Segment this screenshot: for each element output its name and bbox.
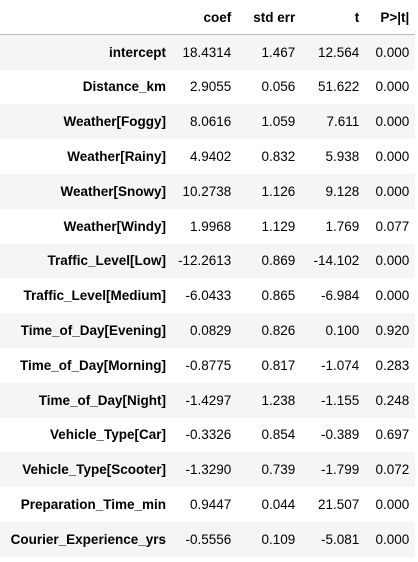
header-row: coef std err t P>|t|	[0, 0, 416, 36]
coef-cell: -1.3290	[185, 462, 232, 478]
header-t: t	[301, 0, 366, 36]
p-value-cell: 0.248	[375, 392, 410, 408]
table-row: Vehicle_Type[Scooter] -1.3290 0.739 -1.7…	[0, 452, 416, 488]
coef-cell: 18.4314	[182, 44, 232, 60]
t-cell: -6.984	[321, 288, 360, 304]
table-header: coef std err t P>|t|	[0, 0, 416, 36]
row-label: Traffic_Level[Medium]	[23, 288, 166, 304]
table-row: intercept 18.4314 1.467 12.564 0.000	[0, 34, 416, 70]
coef-cell: -1.4297	[185, 392, 232, 408]
coef-cell: 0.0829	[190, 323, 232, 339]
table-row: Time_of_Day[Evening] 0.0829 0.826 0.100 …	[0, 313, 416, 348]
t-cell: 0.100	[325, 323, 360, 339]
p-value-cell: 0.072	[375, 462, 410, 478]
p-value-cell: 0.000	[375, 79, 410, 95]
row-label: Preparation_Time_min	[20, 497, 166, 513]
t-cell: -0.389	[321, 427, 360, 443]
p-value-cell: 0.000	[375, 531, 410, 547]
header-blank	[0, 0, 172, 36]
table-row: Preparation_Time_min 0.9447 0.044 21.507…	[0, 487, 416, 522]
coef-cell: -0.8775	[185, 357, 232, 373]
row-label: Weather[Snowy]	[60, 183, 166, 199]
std-err-cell: 0.739	[261, 462, 296, 478]
header-coef: coef	[172, 0, 238, 36]
t-cell: 51.622	[318, 79, 360, 95]
coef-cell: -0.3326	[185, 427, 232, 443]
t-cell: -1.799	[321, 462, 360, 478]
std-err-cell: 0.832	[261, 149, 296, 165]
coef-cell: 4.9402	[190, 149, 232, 165]
table-row: Traffic_Level[Low] -12.2613 0.869 -14.10…	[0, 243, 416, 279]
table-row: Distance_km 2.9055 0.056 51.622 0.000	[0, 69, 416, 105]
row-label: Vehicle_Type[Car]	[49, 427, 166, 443]
p-value-cell: 0.000	[375, 44, 410, 60]
std-err-cell: 0.056	[261, 79, 296, 95]
std-err-cell: 0.869	[261, 253, 296, 269]
t-cell: 7.611	[326, 114, 360, 130]
row-label: Time_of_Day[Night]	[38, 392, 166, 408]
p-value-cell: 0.000	[375, 288, 410, 304]
p-value-cell: 0.077	[375, 218, 410, 234]
coef-cell: -0.5556	[185, 531, 232, 547]
coef-cell: 0.9447	[190, 497, 232, 513]
std-err-cell: 1.129	[261, 218, 296, 234]
row-label: Distance_km	[82, 79, 166, 95]
p-value-cell: 0.000	[375, 183, 410, 199]
coef-cell: -6.0433	[185, 288, 232, 304]
row-label: intercept	[108, 44, 166, 60]
table-row: Vehicle_Type[Car] -0.3326 0.854 -0.389 0…	[0, 417, 416, 453]
std-err-cell: 0.826	[261, 323, 296, 339]
std-err-cell: 0.865	[261, 288, 296, 304]
table-row: Weather[Windy] 1.9968 1.129 1.769 0.077	[0, 208, 416, 244]
p-value-cell: 0.697	[375, 427, 410, 443]
header-std-err: std err	[237, 0, 302, 36]
p-value-cell: 0.000	[375, 497, 410, 513]
t-cell: -14.102	[313, 253, 360, 269]
std-err-cell: 1.059	[261, 114, 296, 130]
table-row: Weather[Snowy] 10.2738 1.126 9.128 0.000	[0, 173, 416, 209]
t-cell: -5.081	[321, 531, 360, 547]
p-value-cell: 0.283	[375, 357, 410, 373]
t-cell: 1.769	[325, 218, 360, 234]
p-value-cell: 0.000	[375, 253, 410, 269]
row-label: Weather[Rainy]	[67, 149, 166, 165]
coef-cell: -12.2613	[178, 253, 232, 269]
t-cell: 12.564	[318, 44, 360, 60]
table-row: Weather[Foggy] 8.0616 1.059 7.611 0.000	[0, 104, 416, 140]
t-cell: 5.938	[325, 149, 360, 165]
p-value-cell: 0.920	[375, 323, 410, 339]
std-err-cell: 0.817	[261, 357, 296, 373]
header-p-value: P>|t|	[365, 0, 416, 36]
std-err-cell: 0.044	[261, 497, 296, 513]
std-err-cell: 0.854	[261, 427, 296, 443]
table-row: Time_of_Day[Morning] -0.8775 0.817 -1.07…	[0, 347, 416, 383]
row-label: Time_of_Day[Evening]	[20, 323, 166, 339]
t-cell: -1.155	[321, 392, 360, 408]
p-value-cell: 0.000	[375, 114, 410, 130]
table-row: Traffic_Level[Medium] -6.0433 0.865 -6.9…	[0, 278, 416, 314]
row-label: Weather[Foggy]	[63, 114, 166, 130]
std-err-cell: 1.467	[261, 44, 296, 60]
std-err-cell: 1.238	[261, 392, 296, 408]
p-value-cell: 0.000	[375, 149, 410, 165]
coef-cell: 2.9055	[190, 79, 232, 95]
std-err-cell: 0.109	[261, 531, 296, 547]
row-label: Traffic_Level[Low]	[47, 253, 166, 269]
row-label: Weather[Windy]	[63, 218, 166, 234]
std-err-cell: 1.126	[261, 183, 296, 199]
table-row: Courier_Experience_yrs -0.5556 0.109 -5.…	[0, 521, 416, 557]
row-label: Courier_Experience_yrs	[10, 531, 166, 547]
t-cell: 21.507	[318, 497, 360, 513]
coef-cell: 8.0616	[190, 114, 232, 130]
row-label: Vehicle_Type[Scooter]	[22, 462, 166, 478]
table-row: Weather[Rainy] 4.9402 0.832 5.938 0.000	[0, 139, 416, 174]
t-cell: -1.074	[321, 357, 360, 373]
table-body: intercept 18.4314 1.467 12.564 0.000 Dis…	[0, 34, 416, 557]
table-row: Time_of_Day[Night] -1.4297 1.238 -1.155 …	[0, 382, 416, 418]
coef-cell: 10.2738	[182, 183, 232, 199]
row-label: Time_of_Day[Morning]	[19, 357, 166, 373]
t-cell: 9.128	[325, 183, 360, 199]
coef-cell: 1.9968	[190, 218, 232, 234]
